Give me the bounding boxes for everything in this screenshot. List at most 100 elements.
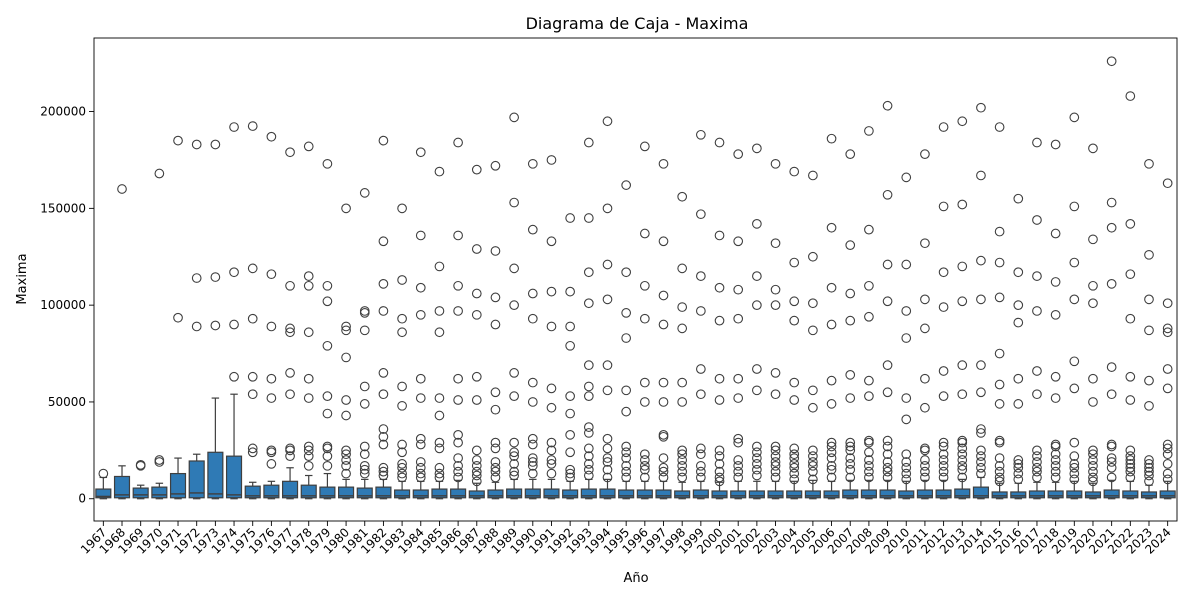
outlier-point bbox=[173, 312, 183, 323]
outlier-point bbox=[471, 164, 482, 175]
box-2001 bbox=[730, 149, 747, 500]
outlier-point bbox=[1162, 323, 1173, 334]
outlier-point bbox=[1050, 460, 1061, 471]
outlier-point bbox=[229, 319, 239, 330]
outlier-point bbox=[527, 439, 538, 450]
box-1969 bbox=[132, 460, 149, 500]
outlier-point bbox=[770, 284, 781, 295]
box-iqr bbox=[730, 490, 747, 499]
outlier-point bbox=[994, 435, 1005, 446]
outlier-point bbox=[1050, 439, 1061, 450]
outlier-point bbox=[1144, 158, 1154, 169]
box-iqr bbox=[1010, 491, 1027, 499]
outlier-point bbox=[901, 306, 912, 316]
outlier-point bbox=[639, 280, 650, 291]
box-1972 bbox=[188, 139, 205, 500]
outlier-point bbox=[1032, 466, 1042, 477]
outlier-point bbox=[677, 455, 688, 465]
outlier-point bbox=[658, 158, 669, 169]
outlier-point bbox=[322, 451, 333, 461]
box-1998 bbox=[674, 191, 691, 500]
outlier-point bbox=[882, 472, 893, 483]
outlier-point bbox=[826, 319, 837, 330]
outlier-point bbox=[808, 451, 818, 461]
outlier-point bbox=[845, 315, 856, 326]
outlier-point bbox=[957, 261, 968, 272]
box-iqr bbox=[1140, 491, 1158, 499]
outlier-point bbox=[976, 428, 986, 438]
outlier-point bbox=[733, 472, 744, 483]
outlier-point bbox=[1088, 460, 1098, 471]
outlier-point bbox=[546, 468, 557, 479]
outlier-point bbox=[509, 197, 519, 208]
outlier-point bbox=[733, 313, 744, 324]
outlier-point bbox=[453, 460, 463, 471]
outlier-point bbox=[864, 435, 874, 446]
outlier-point bbox=[378, 439, 389, 450]
outlier-point bbox=[845, 437, 856, 448]
outlier-point bbox=[864, 472, 874, 483]
outlier-point bbox=[191, 273, 202, 283]
outlier-point bbox=[621, 267, 632, 278]
outlier-point bbox=[509, 112, 519, 123]
outlier-point bbox=[546, 445, 557, 456]
outlier-point bbox=[696, 443, 706, 454]
outlier-point bbox=[920, 455, 930, 465]
outlier-point bbox=[808, 466, 818, 477]
outlier-point bbox=[471, 460, 482, 471]
outlier-point bbox=[733, 455, 744, 465]
outlier-point bbox=[509, 451, 519, 461]
outlier-point bbox=[397, 313, 407, 324]
outlier-point bbox=[621, 466, 632, 477]
outlier-point bbox=[901, 462, 912, 473]
box-iqr bbox=[244, 485, 261, 499]
outlier-point bbox=[397, 439, 407, 450]
box-iqr bbox=[487, 489, 504, 499]
outlier-point bbox=[490, 404, 501, 415]
outlier-point bbox=[677, 377, 688, 388]
outlier-point bbox=[994, 476, 1005, 487]
outlier-point bbox=[471, 455, 482, 465]
outlier-point bbox=[1069, 459, 1080, 469]
outlier-point bbox=[341, 449, 351, 460]
outlier-point bbox=[1013, 462, 1024, 473]
outlier-point bbox=[247, 121, 258, 131]
outlier-point bbox=[696, 209, 706, 220]
outlier-point bbox=[1069, 201, 1080, 212]
outlier-point bbox=[509, 300, 519, 311]
outlier-point bbox=[415, 309, 426, 320]
box-iqr bbox=[394, 489, 411, 499]
outlier-point bbox=[957, 464, 968, 475]
outlier-point bbox=[733, 437, 744, 448]
y-tick-label: 50000 bbox=[48, 395, 86, 409]
box-1973 bbox=[207, 139, 224, 500]
outlier-point bbox=[770, 460, 781, 471]
outlier-point bbox=[845, 288, 856, 299]
outlier-point bbox=[1069, 356, 1080, 367]
outlier-point bbox=[247, 263, 258, 274]
outlier-point bbox=[1125, 371, 1136, 382]
outlier-point bbox=[527, 288, 538, 299]
outlier-point bbox=[285, 389, 295, 400]
outlier-point bbox=[826, 464, 837, 475]
outlier-point bbox=[565, 408, 575, 419]
outlier-point bbox=[658, 472, 669, 483]
outlier-point bbox=[490, 246, 501, 256]
box-2021 bbox=[1103, 56, 1120, 500]
outlier-point bbox=[938, 366, 949, 376]
box-iqr bbox=[468, 490, 485, 499]
outlier-point bbox=[1125, 445, 1136, 456]
box-1990 bbox=[524, 158, 541, 500]
box-2022 bbox=[1122, 91, 1139, 500]
outlier-point bbox=[864, 375, 874, 386]
outlier-point bbox=[920, 402, 930, 413]
outlier-point bbox=[415, 147, 426, 158]
outlier-point bbox=[864, 311, 874, 322]
outlier-point bbox=[378, 135, 389, 146]
outlier-point bbox=[322, 391, 333, 401]
outlier-point bbox=[415, 433, 426, 444]
outlier-point bbox=[658, 290, 669, 301]
outlier-point bbox=[1144, 459, 1154, 469]
outlier-point bbox=[490, 160, 501, 171]
outlier-point bbox=[752, 441, 762, 452]
